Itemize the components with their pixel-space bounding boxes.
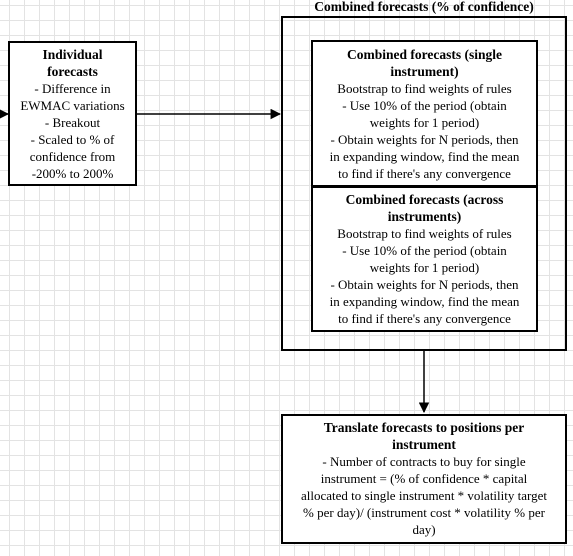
translate-forecasts-box: Translate forecasts to positions per ins… [281, 414, 567, 544]
across-line: Bootstrap to find weights of rules [337, 226, 512, 241]
individual-line: - Difference in [34, 81, 111, 96]
combined-across-instruments-box: Combined forecasts (across instruments) … [311, 186, 538, 332]
combined-forecasts-container [281, 16, 567, 351]
individual-line: -200% to 200% [31, 166, 114, 181]
individual-forecasts-box: Individual forecasts - Difference in EWM… [8, 41, 137, 186]
translate-line: allocated to single instrument * volatil… [301, 488, 547, 503]
translate-line: - Number of contracts to buy for single [322, 454, 526, 469]
single-line: - Use 10% of the period (obtain [342, 98, 507, 113]
translate-line: day) [412, 522, 436, 537]
individual-forecasts-title: Individual forecasts [42, 47, 103, 79]
single-line: weights for 1 period) [369, 115, 480, 130]
individual-line: - Breakout [44, 115, 101, 130]
single-line: - Obtain weights for N periods, then [330, 132, 519, 147]
combined-forecasts-title: Combined forecasts (% of confidence) [314, 0, 534, 14]
individual-line: confidence from [29, 149, 116, 164]
single-line: to find if there's any convergence [338, 166, 511, 181]
translate-line: instrument = (% of confidence * capital [320, 471, 528, 486]
across-line: - Obtain weights for N periods, then [330, 277, 519, 292]
across-line: to find if there's any convergence [338, 311, 511, 326]
across-line: in expanding window, find the mean [329, 294, 520, 309]
across-line: - Use 10% of the period (obtain [342, 243, 507, 258]
combined-single-instrument-box: Combined forecasts (single instrument) B… [311, 40, 538, 187]
combined-across-title: Combined forecasts (across instruments) [345, 192, 504, 224]
individual-line: EWMAC variations [20, 98, 125, 113]
across-line: weights for 1 period) [369, 260, 480, 275]
individual-line: - Scaled to % of [30, 132, 115, 147]
single-line: Bootstrap to find weights of rules [337, 81, 512, 96]
translate-forecasts-title: Translate forecasts to positions per ins… [323, 420, 525, 452]
translate-line: % per day)/ (instrument cost * volatilit… [303, 505, 545, 520]
single-line: in expanding window, find the mean [329, 149, 520, 164]
combined-single-title: Combined forecasts (single instrument) [347, 47, 502, 79]
